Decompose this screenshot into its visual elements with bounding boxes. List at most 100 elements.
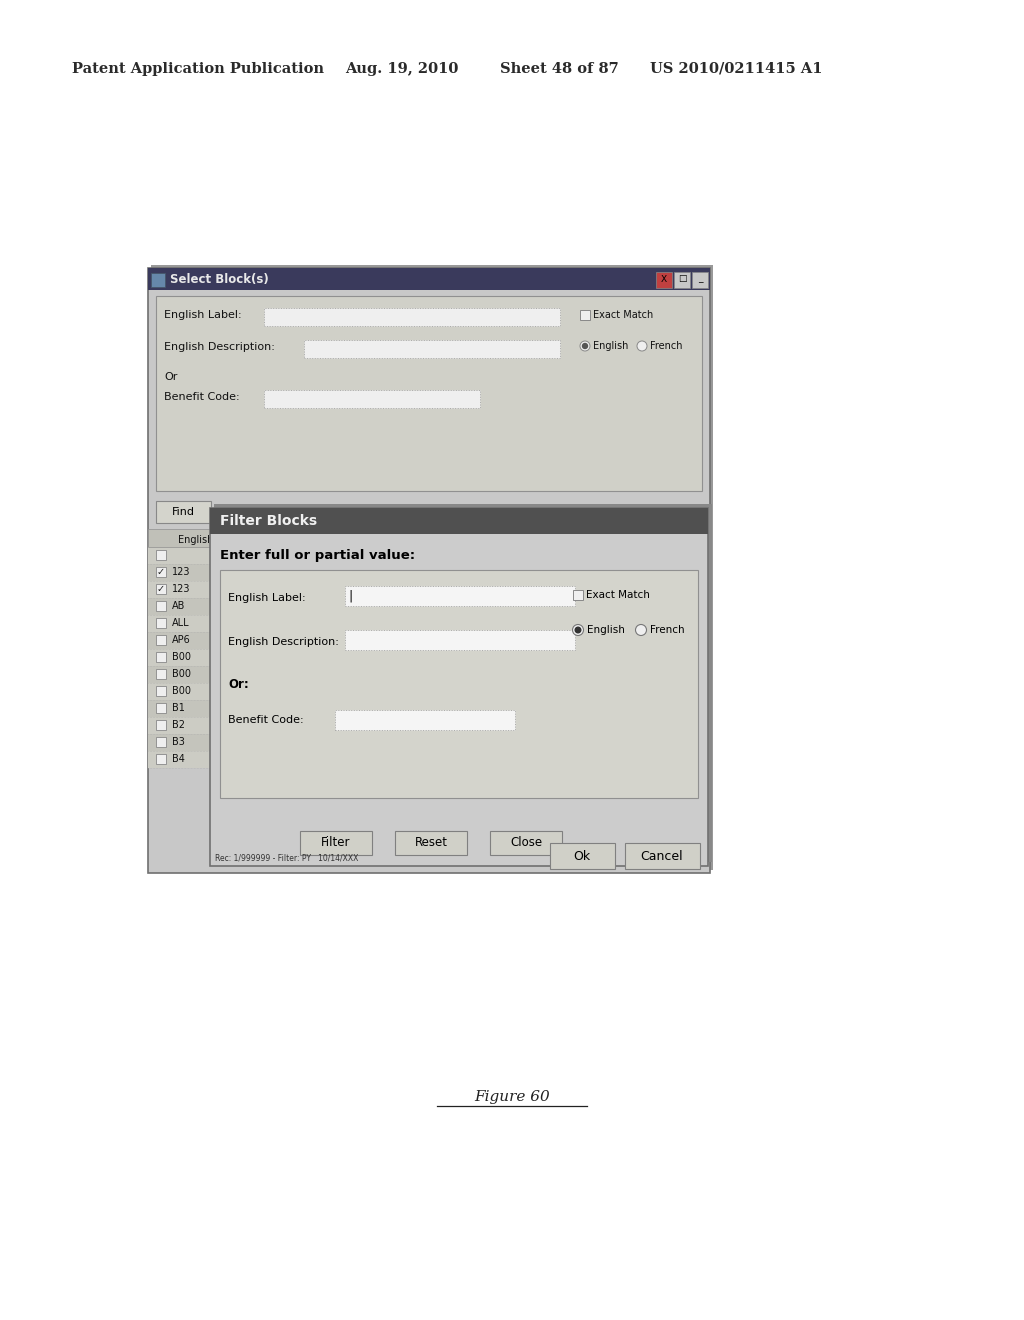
Bar xyxy=(156,502,211,523)
Bar xyxy=(156,296,702,491)
Text: B1: B1 xyxy=(172,704,185,713)
Text: B00: B00 xyxy=(172,652,191,663)
Text: Exact Match: Exact Match xyxy=(586,590,650,601)
Bar xyxy=(580,310,590,319)
Text: 123: 123 xyxy=(172,568,190,577)
Text: English Label:: English Label: xyxy=(228,593,305,603)
Bar xyxy=(625,843,700,869)
Text: Sheet 48 of 87: Sheet 48 of 87 xyxy=(500,62,618,77)
Bar xyxy=(264,308,560,326)
Bar xyxy=(156,618,166,628)
Text: French: French xyxy=(650,624,685,635)
Circle shape xyxy=(580,341,590,351)
Text: Aug. 19, 2010: Aug. 19, 2010 xyxy=(345,62,459,77)
Bar xyxy=(156,686,166,696)
Bar xyxy=(148,632,698,649)
Text: ✓: ✓ xyxy=(157,568,165,577)
Bar xyxy=(156,669,166,678)
Text: B4: B4 xyxy=(172,754,185,764)
Bar xyxy=(692,272,708,288)
Bar xyxy=(156,737,166,747)
Text: Benefit Code:: Benefit Code: xyxy=(164,392,240,403)
Text: ✓: ✓ xyxy=(157,583,165,594)
Text: ALL: ALL xyxy=(172,618,189,628)
Bar xyxy=(674,272,690,288)
Bar xyxy=(148,717,698,734)
Bar xyxy=(304,341,560,358)
Text: Figure 60: Figure 60 xyxy=(474,1090,550,1104)
Bar xyxy=(148,751,698,768)
Text: Exact Match: Exact Match xyxy=(593,310,653,319)
Bar xyxy=(148,734,698,751)
Text: Benefit Code:: Benefit Code: xyxy=(228,715,304,725)
Text: X: X xyxy=(660,275,667,284)
Text: English: English xyxy=(593,341,629,351)
Text: English Label:: English Label: xyxy=(164,310,242,319)
Text: B00: B00 xyxy=(172,686,191,696)
Bar xyxy=(395,832,467,855)
Bar xyxy=(156,652,166,663)
Text: 123: 123 xyxy=(172,583,190,594)
Bar xyxy=(148,564,698,581)
Bar xyxy=(335,710,515,730)
Text: US 2010/0211415 A1: US 2010/0211415 A1 xyxy=(650,62,822,77)
Bar xyxy=(573,590,583,601)
Text: Or:: Or: xyxy=(228,678,249,692)
Bar xyxy=(148,529,710,546)
Bar xyxy=(300,832,372,855)
Bar xyxy=(156,704,166,713)
Text: B00: B00 xyxy=(172,669,191,678)
Bar xyxy=(156,719,166,730)
Bar xyxy=(214,504,712,862)
Text: Source: Source xyxy=(548,535,582,545)
Circle shape xyxy=(636,624,646,635)
Text: Filter Blocks: Filter Blocks xyxy=(220,513,317,528)
Bar xyxy=(210,508,708,866)
Text: AP6: AP6 xyxy=(172,635,190,645)
Text: B3: B3 xyxy=(172,737,185,747)
Bar xyxy=(698,529,710,546)
Text: _: _ xyxy=(697,275,702,284)
Bar xyxy=(264,389,480,408)
Text: Filter: Filter xyxy=(322,837,351,850)
Circle shape xyxy=(583,343,588,348)
Bar xyxy=(148,700,698,717)
Text: French: French xyxy=(650,341,683,351)
Text: |: | xyxy=(348,590,352,602)
Text: English Description:: English Description: xyxy=(164,342,274,352)
Bar xyxy=(656,272,672,288)
Circle shape xyxy=(575,627,581,632)
Bar xyxy=(345,586,575,606)
Bar xyxy=(148,649,698,667)
Text: Enter full or partial value:: Enter full or partial value: xyxy=(220,549,415,562)
Bar xyxy=(156,550,166,560)
Bar xyxy=(210,508,708,535)
Text: Or: Or xyxy=(164,372,177,381)
Bar xyxy=(156,635,166,645)
Text: Cancel: Cancel xyxy=(641,850,683,862)
Bar xyxy=(148,615,698,632)
Bar xyxy=(156,583,166,594)
Text: Close: Close xyxy=(510,837,542,850)
Bar xyxy=(148,682,698,700)
Bar xyxy=(156,601,166,611)
Text: English Description: English Description xyxy=(343,535,437,545)
Circle shape xyxy=(637,341,647,351)
Text: Find: Find xyxy=(171,507,195,517)
Circle shape xyxy=(572,624,584,635)
Bar xyxy=(490,832,562,855)
Text: English Label: English Label xyxy=(178,535,243,545)
Text: □: □ xyxy=(678,275,686,284)
Bar xyxy=(345,630,575,649)
Bar xyxy=(151,265,713,870)
Bar xyxy=(156,754,166,764)
Text: Ok: Ok xyxy=(573,850,591,862)
Text: English: English xyxy=(587,624,625,635)
Text: B2: B2 xyxy=(172,719,185,730)
Text: Patent Application Publication: Patent Application Publication xyxy=(72,62,324,77)
Text: Select Block(s): Select Block(s) xyxy=(170,272,268,285)
Text: Rec: 1/999999 - Filter: PY   10/14/XXX: Rec: 1/999999 - Filter: PY 10/14/XXX xyxy=(215,854,358,862)
Text: AB: AB xyxy=(172,601,185,611)
Text: Reset: Reset xyxy=(415,837,447,850)
Bar xyxy=(148,667,698,682)
